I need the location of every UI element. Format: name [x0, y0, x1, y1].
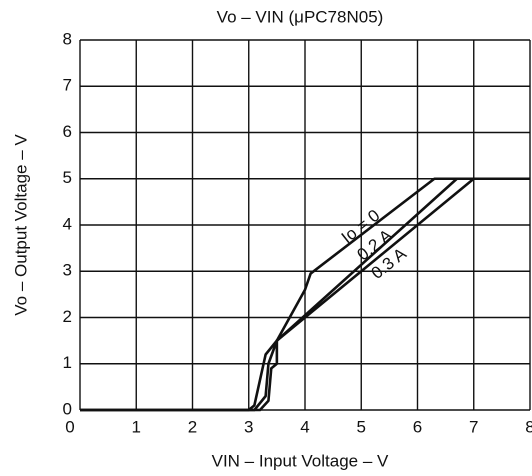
- x-axis-label: VIN – Input Voltage – V: [212, 451, 389, 470]
- y-tick-label: 2: [63, 307, 72, 326]
- y-tick-label: 6: [63, 122, 72, 141]
- y-axis-label: Vo – Output Voltage – V: [11, 134, 30, 316]
- y-tick-label: 5: [63, 168, 72, 187]
- x-tick-label: 4: [300, 417, 309, 436]
- y-tick-label: 8: [63, 29, 72, 48]
- x-tick-label: 5: [357, 417, 366, 436]
- y-tick-label: 4: [63, 214, 72, 233]
- line-series: [80, 177, 530, 412]
- y-tick-label: 1: [63, 353, 72, 372]
- x-tick-label: 1: [132, 417, 141, 436]
- y-tick-label: 7: [63, 76, 72, 95]
- x-tick-label: 3: [244, 417, 253, 436]
- x-tick-label: 8: [525, 417, 532, 436]
- x-tick-label: 2: [188, 417, 197, 436]
- x-tick-label: 6: [413, 417, 422, 436]
- y-tick-label: 0: [63, 399, 72, 418]
- x-tick-label: 0: [65, 417, 74, 436]
- chart-title: Vo – VIN (μPC78N05): [217, 7, 384, 26]
- y-tick-label: 3: [63, 261, 72, 280]
- x-tick-label: 7: [469, 417, 478, 436]
